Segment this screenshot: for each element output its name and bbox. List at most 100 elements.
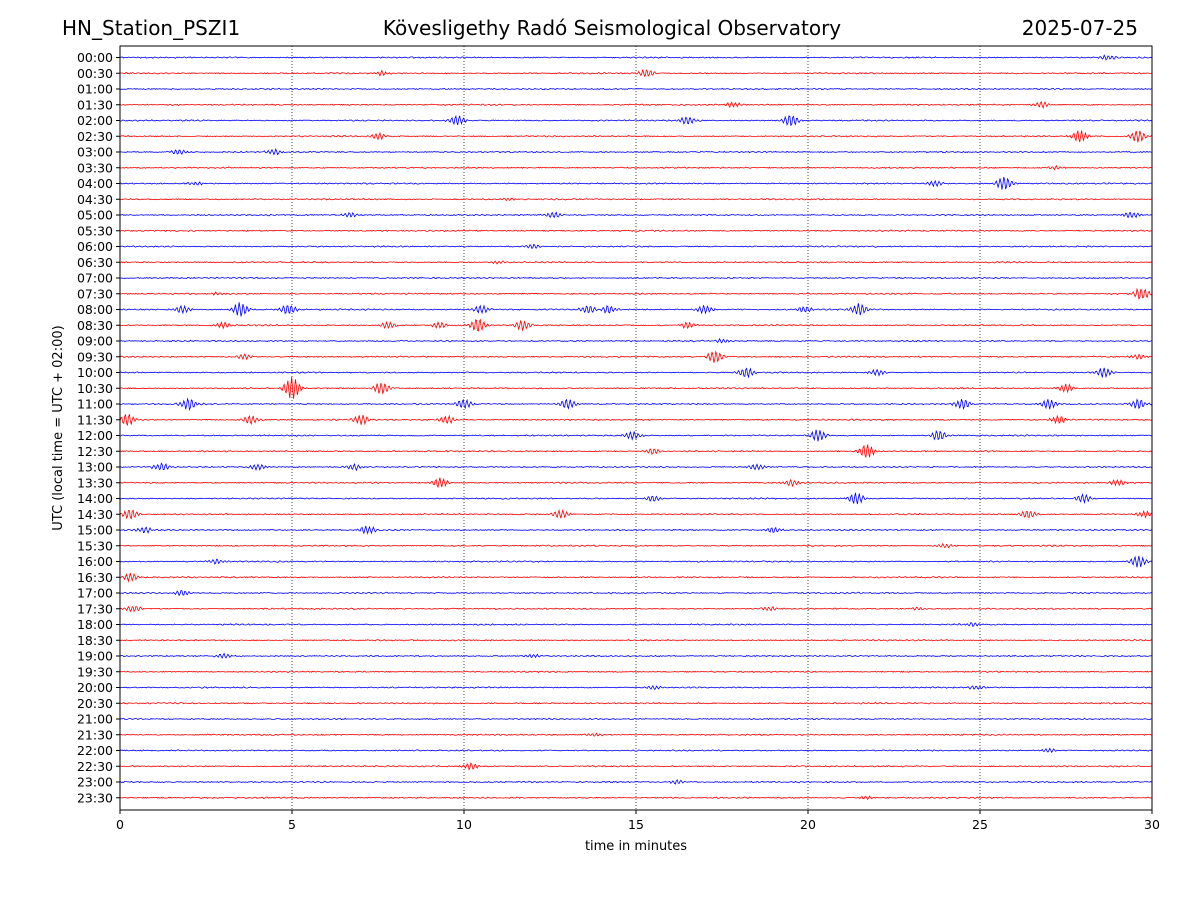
x-tick-label-5: 5: [288, 817, 296, 832]
trace-13:00: [119, 462, 1153, 472]
y-tick-label-06:30: 06:30: [77, 255, 113, 270]
trace-21:00: [119, 717, 1152, 721]
trace-20:00: [119, 684, 1153, 691]
y-tick-label-04:00: 04:00: [77, 176, 113, 191]
y-tick-label-13:30: 13:30: [77, 475, 113, 490]
y-tick-label-03:30: 03:30: [77, 160, 113, 175]
seismic-traces: [119, 54, 1153, 801]
y-tick-label-03:00: 03:00: [77, 145, 113, 160]
y-tick-label-09:00: 09:00: [77, 334, 113, 349]
y-tick-label-17:00: 17:00: [77, 586, 113, 601]
trace-22:00: [119, 747, 1153, 754]
trace-02:00: [120, 114, 1153, 127]
y-tick-label-13:00: 13:00: [77, 460, 113, 475]
trace-03:30: [119, 164, 1152, 171]
trace-08:00: [119, 302, 1153, 317]
trace-18:30: [119, 638, 1153, 642]
y-tick-label-12:00: 12:00: [77, 428, 113, 443]
y-tick-label-19:00: 19:00: [77, 649, 113, 664]
trace-12:00: [120, 429, 1153, 442]
trace-12:30: [119, 444, 1153, 458]
y-tick-label-16:30: 16:30: [77, 570, 113, 585]
trace-07:00: [119, 276, 1153, 280]
y-tick-label-02:30: 02:30: [77, 129, 113, 144]
y-tick-label-15:30: 15:30: [77, 538, 113, 553]
y-tick-label-20:00: 20:00: [77, 680, 113, 695]
trace-06:30: [119, 260, 1153, 265]
y-tick-label-14:30: 14:30: [77, 507, 113, 522]
trace-16:30: [120, 572, 1153, 583]
trace-01:30: [119, 100, 1153, 109]
y-tick-label-14:00: 14:00: [77, 491, 113, 506]
y-tick-label-22:30: 22:30: [77, 759, 113, 774]
trace-05:30: [119, 229, 1153, 233]
x-tick-label-15: 15: [628, 817, 644, 832]
trace-09:00: [119, 337, 1153, 344]
y-tick-label-17:30: 17:30: [77, 601, 113, 616]
y-tick-label-18:30: 18:30: [77, 633, 113, 648]
date-title: 2025-07-25: [1021, 16, 1138, 40]
x-axis-ticks: 0 5 10 15 20 25 30: [116, 810, 1160, 832]
y-tick-label-00:30: 00:30: [77, 66, 113, 81]
y-tick-label-11:30: 11:30: [77, 412, 113, 427]
trace-11:00: [120, 397, 1153, 412]
trace-21:30: [119, 732, 1153, 737]
grid-lines: [291, 46, 981, 810]
plot-frame: [119, 45, 1153, 811]
trace-03:00: [119, 148, 1153, 156]
trace-23:00: [119, 779, 1153, 785]
y-tick-label-07:00: 07:00: [77, 271, 113, 286]
y-tick-label-18:00: 18:00: [77, 617, 113, 632]
trace-07:30: [119, 287, 1153, 300]
y-tick-label-01:00: 01:00: [77, 82, 113, 97]
x-tick-label-10: 10: [456, 817, 472, 832]
trace-00:00: [119, 54, 1153, 61]
y-tick-label-08:00: 08:00: [77, 302, 113, 317]
y-tick-label-08:30: 08:30: [77, 318, 113, 333]
trace-15:30: [119, 542, 1153, 549]
y-tick-label-22:00: 22:00: [77, 743, 113, 758]
y-tick-label-23:30: 23:30: [77, 790, 113, 805]
trace-10:00: [119, 367, 1153, 379]
observatory-title: Kövesligethy Radó Seismological Observat…: [382, 16, 842, 40]
y-tick-label-19:30: 19:30: [77, 664, 113, 679]
trace-14:00: [119, 492, 1153, 505]
y-tick-label-04:30: 04:30: [77, 192, 113, 207]
y-tick-label-07:30: 07:30: [77, 286, 113, 301]
y-tick-label-11:00: 11:00: [77, 397, 113, 412]
trace-02:30: [119, 130, 1153, 143]
trace-01:00: [119, 87, 1153, 91]
y-tick-label-10:00: 10:00: [77, 365, 113, 380]
trace-17:30: [119, 605, 1153, 613]
y-tick-label-09:30: 09:30: [77, 349, 113, 364]
x-tick-label-20: 20: [800, 817, 816, 832]
y-axis-label: UTC (local time = UTC + 02:00): [51, 325, 66, 530]
trace-08:30: [119, 318, 1153, 332]
y-tick-label-05:30: 05:30: [77, 223, 113, 238]
trace-04:00: [119, 176, 1153, 190]
trace-19:30: [119, 670, 1152, 674]
y-tick-label-21:00: 21:00: [77, 712, 113, 727]
trace-06:00: [119, 243, 1153, 249]
trace-23:30: [119, 795, 1152, 801]
station-title: HN_Station_PSZI1: [62, 16, 241, 40]
x-tick-label-0: 0: [116, 817, 124, 832]
trace-11:30: [119, 413, 1153, 426]
y-tick-label-00:00: 00:00: [77, 50, 113, 65]
y-tick-label-01:30: 01:30: [77, 97, 113, 112]
x-axis-label: time in minutes: [585, 839, 687, 854]
x-tick-label-25: 25: [972, 817, 988, 832]
trace-17:00: [119, 589, 1153, 597]
trace-05:00: [119, 211, 1153, 219]
y-tick-label-21:30: 21:30: [77, 727, 113, 742]
y-tick-label-10:30: 10:30: [77, 381, 113, 396]
trace-14:30: [119, 508, 1153, 520]
y-tick-label-23:00: 23:00: [77, 775, 113, 790]
trace-04:30: [119, 197, 1153, 202]
y-axis-ticks: 00:0000:3001:0001:3002:0002:3003:0003:30…: [77, 50, 120, 805]
x-tick-label-30: 30: [1144, 817, 1160, 832]
trace-18:00: [119, 622, 1153, 628]
trace-22:30: [119, 762, 1153, 771]
y-tick-label-02:00: 02:00: [77, 113, 113, 128]
